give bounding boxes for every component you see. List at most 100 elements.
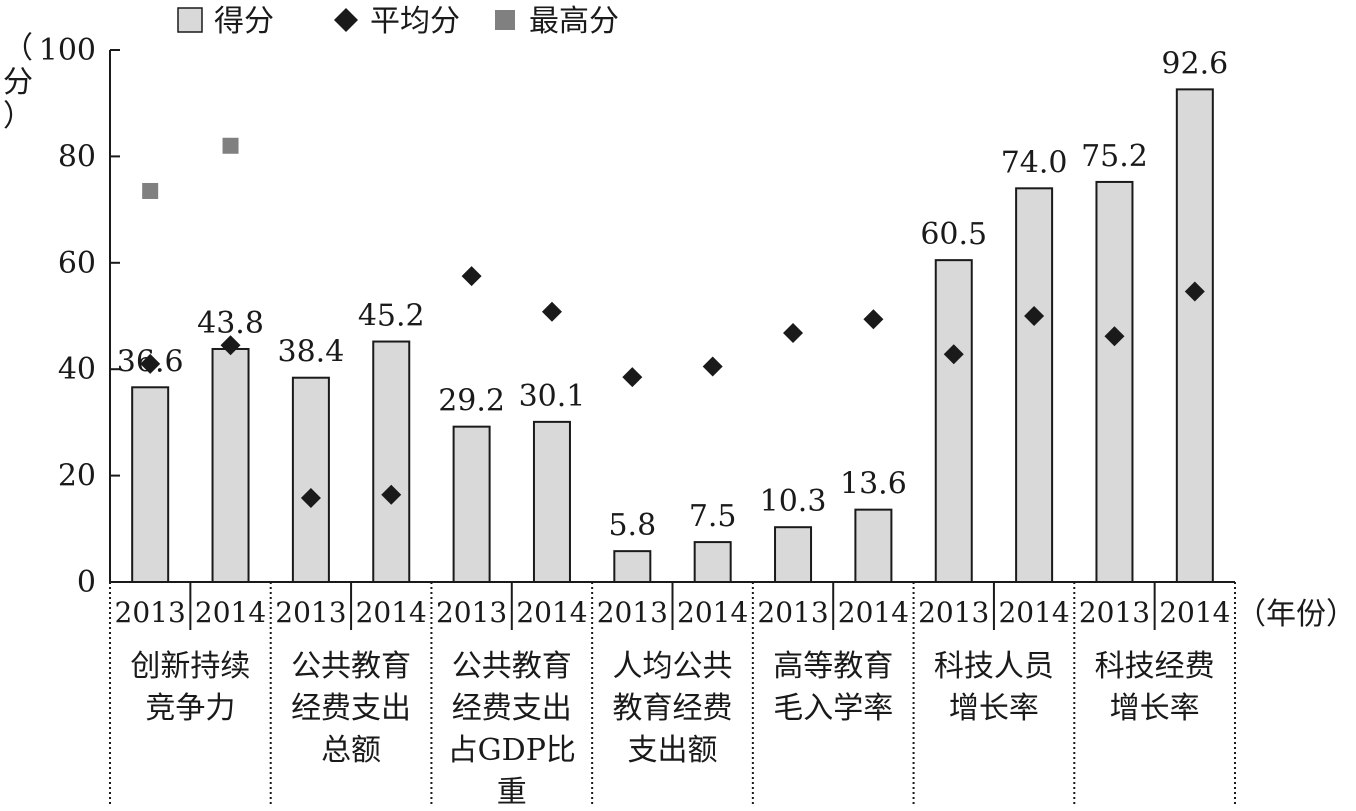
year-label: 2013 bbox=[275, 596, 346, 629]
y-axis-unit-label: （分） bbox=[3, 31, 33, 134]
bar-value-labels: 36.643.838.445.229.230.15.87.510.313.660… bbox=[117, 46, 1228, 543]
score-bar bbox=[131, 386, 170, 583]
category-label-line: 竞争力 bbox=[145, 691, 235, 726]
score-value-label: 92.6 bbox=[1161, 46, 1228, 81]
score-bar bbox=[1175, 88, 1214, 583]
x-axis-unit-label: （年份） bbox=[1236, 597, 1356, 632]
max-square bbox=[222, 137, 239, 154]
score-value-label: 75.2 bbox=[1081, 139, 1148, 174]
score-bar bbox=[774, 526, 813, 583]
y-tick-label: 20 bbox=[58, 459, 96, 494]
year-label: 2014 bbox=[1159, 596, 1230, 629]
category-label-line: 重 bbox=[497, 775, 527, 810]
score-bar bbox=[613, 550, 652, 583]
score-value-label: 60.5 bbox=[920, 217, 987, 252]
category-label-line: 人均公共 bbox=[613, 649, 733, 684]
score-value-label: 30.1 bbox=[519, 379, 586, 414]
score-bar bbox=[372, 340, 411, 584]
year-labels: 2013 2014 2013 2014 2013 2014 2013 2014 2013 2014… bbox=[115, 596, 1231, 629]
year-label: 2014 bbox=[998, 596, 1069, 629]
year-label: 2013 bbox=[1079, 596, 1150, 629]
category-label-line: 总额 bbox=[321, 733, 381, 768]
year-label: 2014 bbox=[677, 596, 748, 629]
average-diamond bbox=[300, 487, 321, 508]
average-diamond bbox=[863, 309, 884, 330]
bars bbox=[131, 88, 1214, 584]
category-label-line: 公共教育 bbox=[452, 649, 572, 684]
y-axis: 0 20 40 60 80 100 bbox=[39, 33, 120, 600]
year-label: 2013 bbox=[757, 596, 828, 629]
score-bar bbox=[452, 425, 491, 583]
y-axis-unit-char: ） bbox=[3, 99, 33, 134]
category-label-line: 公共教育 bbox=[291, 649, 411, 684]
category-label-line: 增长率 bbox=[949, 691, 1039, 726]
x-axis bbox=[109, 581, 1236, 805]
category-label-line: 增长率 bbox=[1110, 691, 1200, 726]
score-value-label: 38.4 bbox=[277, 335, 344, 370]
score-bar bbox=[1015, 187, 1054, 583]
score-value-label: 7.5 bbox=[689, 499, 737, 534]
y-tick-label: 80 bbox=[58, 139, 96, 174]
score-value-label: 13.6 bbox=[840, 467, 907, 502]
year-label: 2014 bbox=[838, 596, 909, 629]
score-value-label: 45.2 bbox=[358, 299, 425, 334]
score-bar bbox=[291, 376, 330, 583]
average-markers bbox=[140, 266, 1205, 508]
category-label-line: 毛入学率 bbox=[773, 691, 893, 726]
year-label: 2014 bbox=[516, 596, 587, 629]
average-diamond bbox=[220, 335, 241, 356]
legend-bar-swatch bbox=[177, 7, 203, 33]
average-diamond bbox=[1104, 326, 1125, 347]
y-axis-unit-char: （ bbox=[3, 31, 33, 66]
score-bar bbox=[693, 541, 732, 583]
legend: 得分 平均分 最高分 bbox=[177, 4, 619, 39]
average-diamond bbox=[461, 266, 482, 287]
year-label: 2013 bbox=[436, 596, 507, 629]
average-diamond bbox=[1024, 306, 1045, 326]
average-diamond bbox=[702, 356, 723, 377]
year-label: 2013 bbox=[115, 596, 186, 629]
score-value-label: 29.2 bbox=[438, 384, 505, 419]
max-square bbox=[142, 182, 159, 199]
category-label-line: 科技经费 bbox=[1095, 649, 1215, 684]
legend-diamond-swatch bbox=[334, 8, 358, 32]
average-diamond bbox=[541, 301, 562, 322]
legend-label: 得分 bbox=[214, 4, 274, 39]
legend-label: 最高分 bbox=[529, 4, 619, 39]
y-tick-label: 0 bbox=[77, 565, 96, 600]
category-label-line: 支出额 bbox=[628, 733, 718, 768]
category-label-line: 教育经费 bbox=[613, 691, 733, 726]
score-value-label: 5.8 bbox=[608, 508, 656, 543]
y-tick-label: 100 bbox=[39, 33, 96, 68]
score-value-label: 43.8 bbox=[197, 306, 264, 341]
year-label: 2014 bbox=[195, 596, 266, 629]
score-value-label: 74.0 bbox=[1001, 145, 1068, 180]
year-label: 2013 bbox=[918, 596, 989, 629]
legend-label: 平均分 bbox=[370, 4, 460, 39]
category-label-line: 创新持续 bbox=[130, 649, 250, 684]
y-tick-label: 40 bbox=[58, 352, 96, 387]
legend-square-swatch bbox=[495, 10, 515, 30]
average-diamond bbox=[1184, 281, 1205, 302]
score-bar bbox=[1095, 180, 1134, 583]
score-bar bbox=[854, 508, 893, 584]
category-label-line: 科技人员 bbox=[934, 649, 1054, 684]
category-label-line: 高等教育 bbox=[773, 649, 893, 684]
year-label: 2013 bbox=[597, 596, 668, 629]
score-bar bbox=[532, 420, 571, 584]
average-diamond bbox=[783, 323, 804, 344]
category-label-line: 占GDP比 bbox=[448, 733, 576, 768]
average-diamond bbox=[381, 484, 402, 505]
year-label: 2014 bbox=[356, 596, 427, 629]
average-diamond bbox=[140, 353, 161, 374]
average-diamond bbox=[622, 367, 643, 388]
category-label-line: 经费支出 bbox=[291, 691, 411, 726]
score-bar bbox=[211, 347, 250, 584]
score-bar bbox=[934, 259, 973, 583]
score-value-label: 10.3 bbox=[760, 484, 827, 519]
category-label-line: 经费支出 bbox=[452, 691, 572, 726]
max-markers bbox=[142, 137, 239, 199]
y-axis-unit-char: 分 bbox=[3, 65, 33, 100]
